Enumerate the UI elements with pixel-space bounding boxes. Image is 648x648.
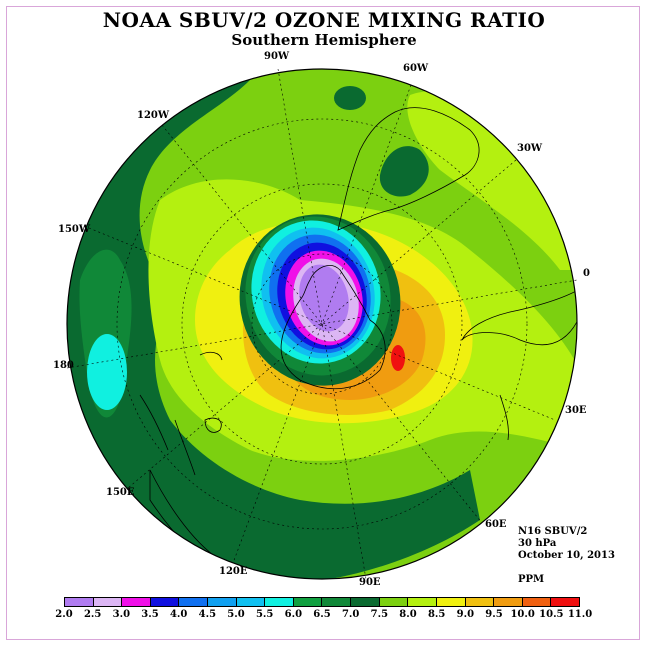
colorbar-label-16: 10.0 — [510, 609, 535, 620]
colorbar-swatch-9 — [322, 598, 352, 606]
lon-label-0: 0 — [583, 268, 590, 279]
colorbar-label-5: 4.5 — [198, 609, 217, 620]
colorbar-label-15: 9.5 — [485, 609, 503, 620]
meridian-120w-60e — [161, 124, 483, 524]
colorbar-label-8: 6.0 — [284, 609, 303, 620]
colorbar-label-12: 8.0 — [399, 609, 417, 620]
latitude-circle-inner — [251, 253, 393, 395]
colorbar-label-7: 5.5 — [255, 609, 274, 620]
colorbar-label-13: 8.5 — [427, 609, 446, 620]
colorbar-swatch-6 — [236, 598, 266, 606]
colorbar-swatch-0 — [65, 598, 94, 606]
colorbar-swatch-5 — [208, 598, 237, 606]
lon-label-90e: 90E — [359, 577, 381, 588]
field-dark-green-blob-60w — [379, 146, 429, 197]
lon-label-150e: 150E — [106, 487, 135, 498]
latitude-circle-middle — [181, 183, 463, 465]
colorbar-swatch-14 — [465, 598, 495, 606]
coastline-africa — [461, 289, 577, 346]
lon-label-120e: 120E — [219, 566, 248, 577]
lon-label-120w: 120W — [137, 110, 170, 121]
hole-core-purple — [299, 264, 349, 332]
map-subtitle: Southern Hemisphere — [231, 31, 417, 49]
colorbar-label-14: 9.0 — [456, 609, 475, 620]
info-date: October 10, 2013 — [518, 550, 615, 561]
colorbar-label-2: 3.0 — [112, 609, 131, 620]
colorbar-label-18: 11.0 — [567, 609, 593, 620]
colorbar-swatch-2 — [122, 598, 151, 606]
coastline-islands — [199, 351, 223, 433]
colorbar-swatch-1 — [93, 598, 123, 606]
graticule — [66, 68, 578, 580]
colorbar-swatch-10 — [351, 598, 380, 606]
colorbar-swatch-4 — [179, 598, 209, 606]
colorbar-label-6: 5.0 — [227, 609, 245, 620]
colorbar-label-10: 7.0 — [341, 609, 360, 620]
latitude-circle-outer — [116, 118, 528, 530]
colorbar-swatch-15 — [494, 598, 523, 606]
field-red-spot — [391, 345, 405, 371]
colorbar-swatch-13 — [436, 598, 466, 606]
map-boundary — [66, 68, 578, 580]
colorbar-swatch-8 — [293, 598, 323, 606]
coastline-madagascar — [499, 394, 509, 441]
lon-label-150w: 150W — [58, 224, 91, 235]
field-cyan-patch — [87, 334, 127, 410]
meridian-150w-30e — [88, 227, 556, 421]
colorbar-swatch-11 — [379, 598, 409, 606]
meridian-0-180 — [66, 279, 578, 369]
colorbar-label-17: 10.5 — [539, 609, 564, 620]
colorbar-swatch-12 — [408, 598, 437, 606]
ozone-field — [67, 69, 577, 579]
meridian-90w-90e — [277, 68, 367, 580]
lon-label-90w: 90W — [264, 51, 290, 62]
colorbar: 2.0 2.5 3.0 3.5 4.0 4.5 5.0 5.5 6.0 6.5 7.0 7.5 8.0 8… — [55, 597, 592, 621]
lon-label-60e: 60E — [485, 519, 507, 530]
field-dark-green-band — [67, 72, 480, 579]
colorbar-label-9: 6.5 — [313, 609, 331, 620]
colorbar-label-11: 7.5 — [370, 609, 389, 620]
field-yellow-green-nw — [407, 91, 575, 270]
lon-label-60w: 60W — [403, 63, 429, 74]
colorbar-swatch-17 — [551, 598, 579, 606]
colorbar-label-4: 4.0 — [169, 609, 188, 620]
lon-label-180: 180 — [53, 360, 74, 371]
colorbar-swatch-3 — [150, 598, 180, 606]
map-title: NOAA SBUV/2 OZONE MIXING RATIO — [102, 8, 546, 32]
colorbar-label-0: 2.0 — [55, 609, 73, 620]
colorbar-label-3: 3.5 — [141, 609, 159, 620]
field-dark-green-blob-90w — [334, 86, 366, 110]
info-satellite: N16 SBUV/2 — [518, 526, 588, 537]
coastline-new-zealand — [139, 394, 196, 476]
colorbar-swatch-16 — [522, 598, 552, 606]
lon-label-30e: 30E — [565, 405, 587, 416]
colorbar-swatch-7 — [265, 598, 294, 606]
coastline-south-america — [337, 107, 480, 231]
coastline-antarctica — [280, 265, 386, 390]
info-units: PPM — [518, 574, 545, 585]
colorbar-swatches — [64, 597, 580, 607]
colorbar-label-1: 2.5 — [83, 609, 102, 620]
lon-label-30w: 30W — [517, 143, 543, 154]
info-level: 30 hPa — [518, 538, 557, 549]
